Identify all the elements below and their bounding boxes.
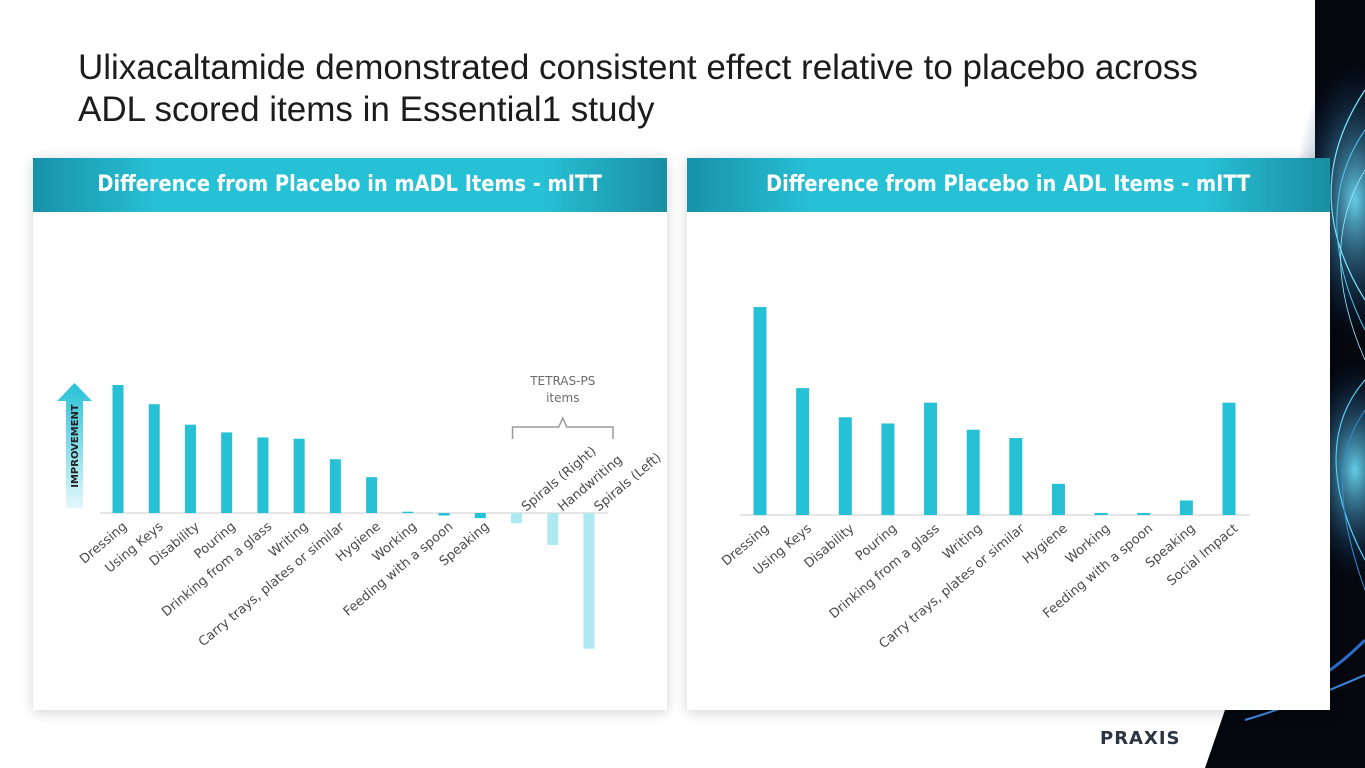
bar-carry-trays-plates-or-similar [1009, 438, 1023, 515]
bar-dressing [112, 385, 124, 513]
tetras-ps-bracket [511, 416, 614, 439]
bar-spirals-right [511, 513, 523, 524]
adl-chart-header: Difference from Placebo in ADL Items - m… [687, 158, 1330, 212]
bar-pouring [881, 423, 895, 515]
bar-writing [293, 438, 305, 513]
improvement-label: IMPROVEMENT [70, 404, 81, 488]
bar-dressing [753, 307, 767, 515]
bar-working [402, 511, 414, 513]
bar-writing [966, 429, 980, 515]
bar-using-keys [796, 388, 810, 515]
bar-hygiene [1051, 483, 1065, 515]
madl-chart-header: Difference from Placebo in mADL Items - … [33, 158, 667, 212]
praxis-logo: PRAXIS [1100, 728, 1181, 749]
bar-speaking [1179, 500, 1193, 515]
bar-speaking [474, 513, 486, 519]
madl-chart-title: Difference from Placebo in mADL Items - … [97, 172, 603, 197]
improvement-arrow-icon [57, 383, 92, 508]
madl-chart-panel: Difference from Placebo in mADL Items - … [33, 158, 667, 710]
bar-working [1094, 512, 1108, 515]
bar-pouring [221, 432, 233, 513]
bar-disability [838, 417, 852, 515]
bar-handwriting [547, 513, 559, 545]
bar-drinking-from-a-glass [257, 437, 269, 513]
bar-using-keys [148, 404, 160, 513]
bar-hygiene [366, 477, 378, 513]
bar-social-impact [1222, 402, 1236, 515]
adl-chart-title: Difference from Placebo in ADL Items - m… [766, 172, 1251, 197]
bar-feeding-with-a-spoon [1137, 512, 1151, 515]
bar-spirals-left [583, 513, 595, 649]
bar-carry-trays-plates-or-similar [329, 459, 341, 513]
bar-feeding-with-a-spoon [438, 513, 450, 516]
bar-disability [184, 424, 196, 513]
slide-title: Ulixacaltamide demonstrated consistent e… [78, 48, 1198, 129]
tetras-ps-label: TETRAS-PS [529, 374, 595, 388]
tick-label-hygiene: Hygiene [1020, 521, 1071, 567]
bar-drinking-from-a-glass [924, 402, 938, 515]
tetras-ps-items-label: items [546, 391, 579, 405]
adl-chart-panel: Difference from Placebo in ADL Items - m… [687, 158, 1330, 710]
